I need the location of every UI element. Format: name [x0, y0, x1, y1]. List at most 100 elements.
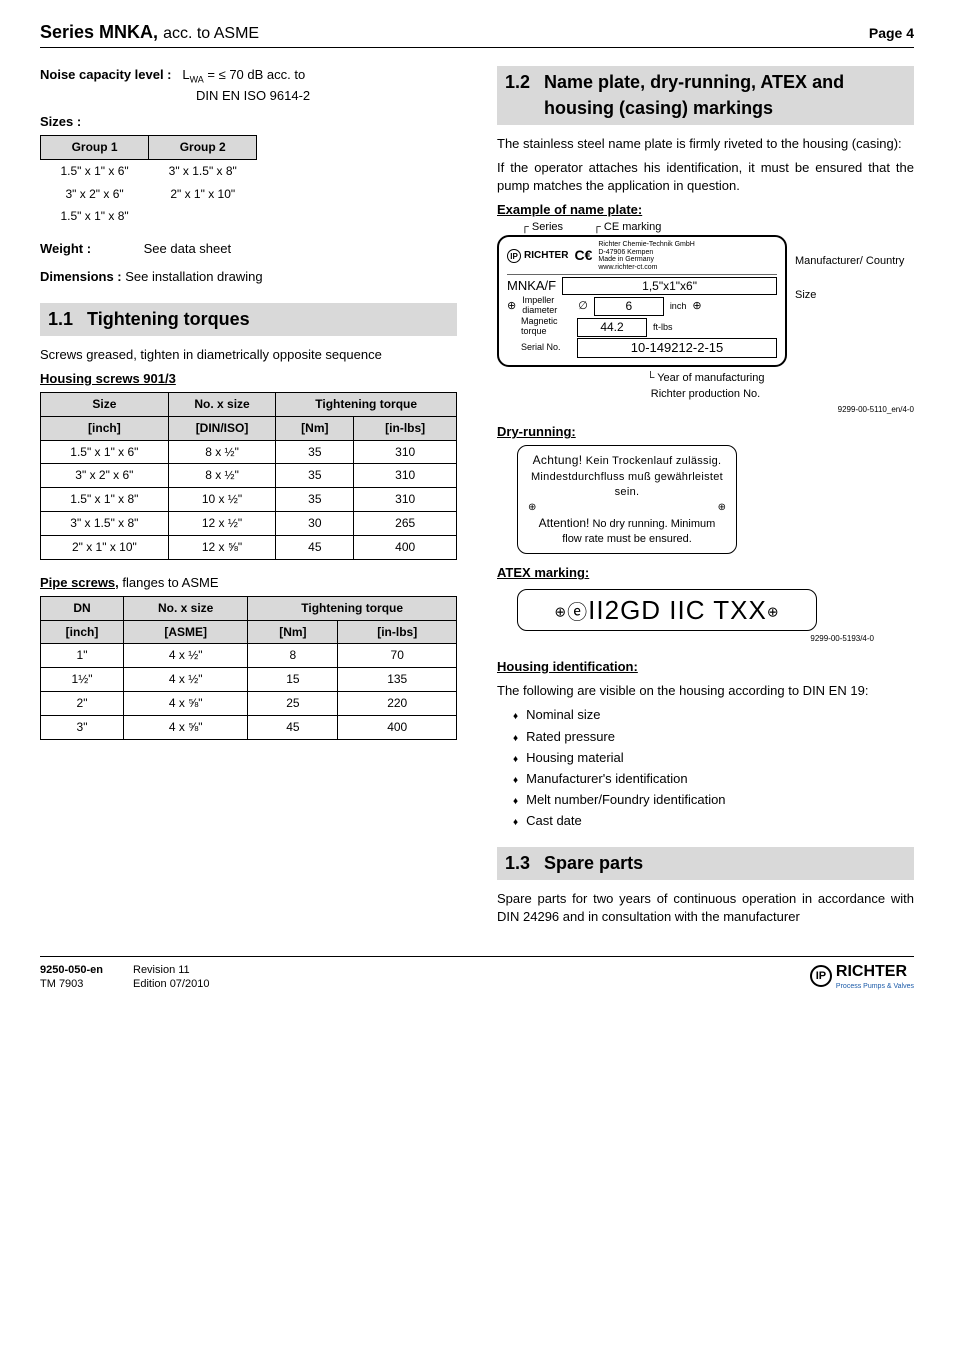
- td: 12 x ⅝": [168, 535, 276, 559]
- td: 35: [276, 488, 354, 512]
- logo-subtext: Process Pumps & Valves: [836, 982, 914, 992]
- td: 8: [248, 644, 338, 668]
- atex-ref: 9299-00-5193/4-0: [497, 633, 874, 644]
- td: 3" x 1.5" x 8": [41, 512, 169, 536]
- atex-box: ⊕ⓔII2GD IIC TXX⊕: [517, 589, 817, 631]
- section-1-1-heading: 1.1 Tightening torques: [40, 303, 457, 336]
- noise-std: DIN EN ISO 9614-2: [196, 88, 310, 103]
- nameplate-below-labels: └ Year of manufacturing Richter producti…: [497, 371, 914, 402]
- sizes-label-row: Sizes :: [40, 113, 457, 131]
- td: 2": [41, 692, 124, 716]
- th: [in-lbs]: [354, 416, 457, 440]
- list-item: Nominal size: [513, 706, 914, 724]
- logo-circle-icon: IP: [810, 965, 832, 987]
- list-item: Cast date: [513, 812, 914, 830]
- title-bold: Series MNKA,: [40, 22, 158, 42]
- th: [DIN/ISO]: [168, 416, 276, 440]
- housing-id-title: Housing identification:: [497, 659, 638, 674]
- th: Tightening torque: [276, 393, 457, 417]
- right-column: 1.2 Name plate, dry-running, ATEX and ho…: [497, 66, 914, 932]
- ex-icon: ⓔ: [567, 602, 588, 624]
- td: 400: [338, 715, 457, 739]
- title-light: acc. to ASME: [163, 25, 259, 42]
- th: Tightening torque: [248, 596, 457, 620]
- td: 45: [248, 715, 338, 739]
- sec12-num: 1.2: [505, 70, 530, 120]
- td: 4 x ½": [124, 668, 248, 692]
- sec13-num: 1.3: [505, 851, 530, 876]
- sec13-body: Spare parts for two years of continuous …: [497, 890, 914, 926]
- sec11-title: Tightening torques: [87, 307, 250, 332]
- noise-var: L: [182, 67, 189, 82]
- richter-logo-icon: IPRICHTER: [507, 249, 568, 263]
- td: 220: [338, 692, 457, 716]
- page-number: Page 4: [869, 24, 914, 44]
- ce-mark-icon: C€: [574, 246, 592, 266]
- footer-ids: 9250-050-en TM 7903: [40, 963, 103, 992]
- np-address: Richter Chemie-Technik GmbH D-47906 Kemp…: [598, 241, 694, 272]
- pipe-title-b: flanges to ASME: [119, 575, 219, 590]
- np-mag-val: 44.2: [577, 318, 647, 337]
- np-ser-val: 10-149212-2-15: [577, 338, 777, 358]
- logo-text: RICHTER: [836, 963, 907, 980]
- td: 35: [276, 464, 354, 488]
- header-title: Series MNKA, acc. to ASME: [40, 20, 259, 45]
- sizes-h1: Group 1: [41, 135, 149, 159]
- td: 310: [354, 488, 457, 512]
- sizes-h2: Group 2: [149, 135, 257, 159]
- dry-running-title: Dry-running:: [497, 424, 576, 439]
- dry-de1: Achtung!: [533, 453, 583, 467]
- richter-footer-logo: IP RICHTER Process Pumps & Valves: [810, 961, 914, 991]
- sec13-title: Spare parts: [544, 851, 643, 876]
- nameplate-ref: 9299-00-5110_en/4-0: [497, 404, 914, 415]
- td: 1½": [41, 668, 124, 692]
- td: 8 x ½": [168, 440, 276, 464]
- page-footer: 9250-050-en TM 7903 Revision 11 Edition …: [40, 956, 914, 991]
- cell: 2" x 1" x 10": [149, 183, 257, 206]
- th: [inch]: [41, 416, 169, 440]
- dim-val: See installation drawing: [125, 269, 262, 284]
- td: 2" x 1" x 10": [41, 535, 169, 559]
- td: 3" x 2" x 6": [41, 464, 169, 488]
- sec11-body: Screws greased, tighten in diametrically…: [40, 346, 457, 364]
- housing-screws-table: Size No. x size Tightening torque [inch]…: [40, 392, 457, 560]
- cell: 1.5" x 1" x 8": [41, 205, 149, 228]
- cell: 3" x 2" x 6": [41, 183, 149, 206]
- td: 25: [248, 692, 338, 716]
- weight-label: Weight :: [40, 240, 140, 258]
- td: 1.5" x 1" x 6": [41, 440, 169, 464]
- td: 12 x ½": [168, 512, 276, 536]
- rivet-icon: ⊕: [692, 299, 701, 314]
- section-1-2-heading: 1.2 Name plate, dry-running, ATEX and ho…: [497, 66, 914, 124]
- lbl-ce: ┌ CE marking: [593, 220, 661, 235]
- cell: 1.5" x 1" x 6": [41, 159, 149, 182]
- np-side-size: Size: [795, 287, 904, 304]
- td: 4 x ⅝": [124, 715, 248, 739]
- th: [Nm]: [276, 416, 354, 440]
- td: 45: [276, 535, 354, 559]
- td: 8 x ½": [168, 464, 276, 488]
- noise-sub: WA: [190, 75, 204, 85]
- sizes-table: Group 1 Group 2 1.5" x 1" x 6"3" x 1.5" …: [40, 135, 257, 228]
- rivet-icon: ⊕: [507, 299, 516, 314]
- dry-running-box: Achtung! Kein Trockenlauf zulässig. Mind…: [517, 445, 737, 554]
- nameplate-top-labels: ┌ Series ┌ CE marking: [497, 220, 914, 235]
- sec12-p1: The stainless steel name plate is firmly…: [497, 135, 914, 153]
- np-ser-lbl: Serial No.: [521, 343, 571, 353]
- td: 310: [354, 440, 457, 464]
- th: [ASME]: [124, 620, 248, 644]
- td: 70: [338, 644, 457, 668]
- left-column: Noise capacity level : LWA = ≤ 70 dB acc…: [40, 66, 457, 932]
- rivet-icon: ⊕: [554, 603, 567, 619]
- np-mag-lbl: Magnetic torque: [521, 317, 571, 337]
- pipe-title-a: Pipe screws,: [40, 575, 119, 590]
- np-imp-unit: inch: [670, 300, 687, 313]
- nameplate-block: IPRICHTER C€ Richter Chemie-Technik GmbH…: [497, 235, 914, 367]
- np-side-mfr: Manufacturer/ Country: [795, 253, 904, 270]
- th: DN: [41, 596, 124, 620]
- td: 265: [354, 512, 457, 536]
- rivet-icon: ⊕: [767, 603, 780, 619]
- np-mag-unit: ft-lbs: [653, 321, 673, 334]
- th: No. x size: [124, 596, 248, 620]
- np-imp-val: 6: [594, 297, 664, 316]
